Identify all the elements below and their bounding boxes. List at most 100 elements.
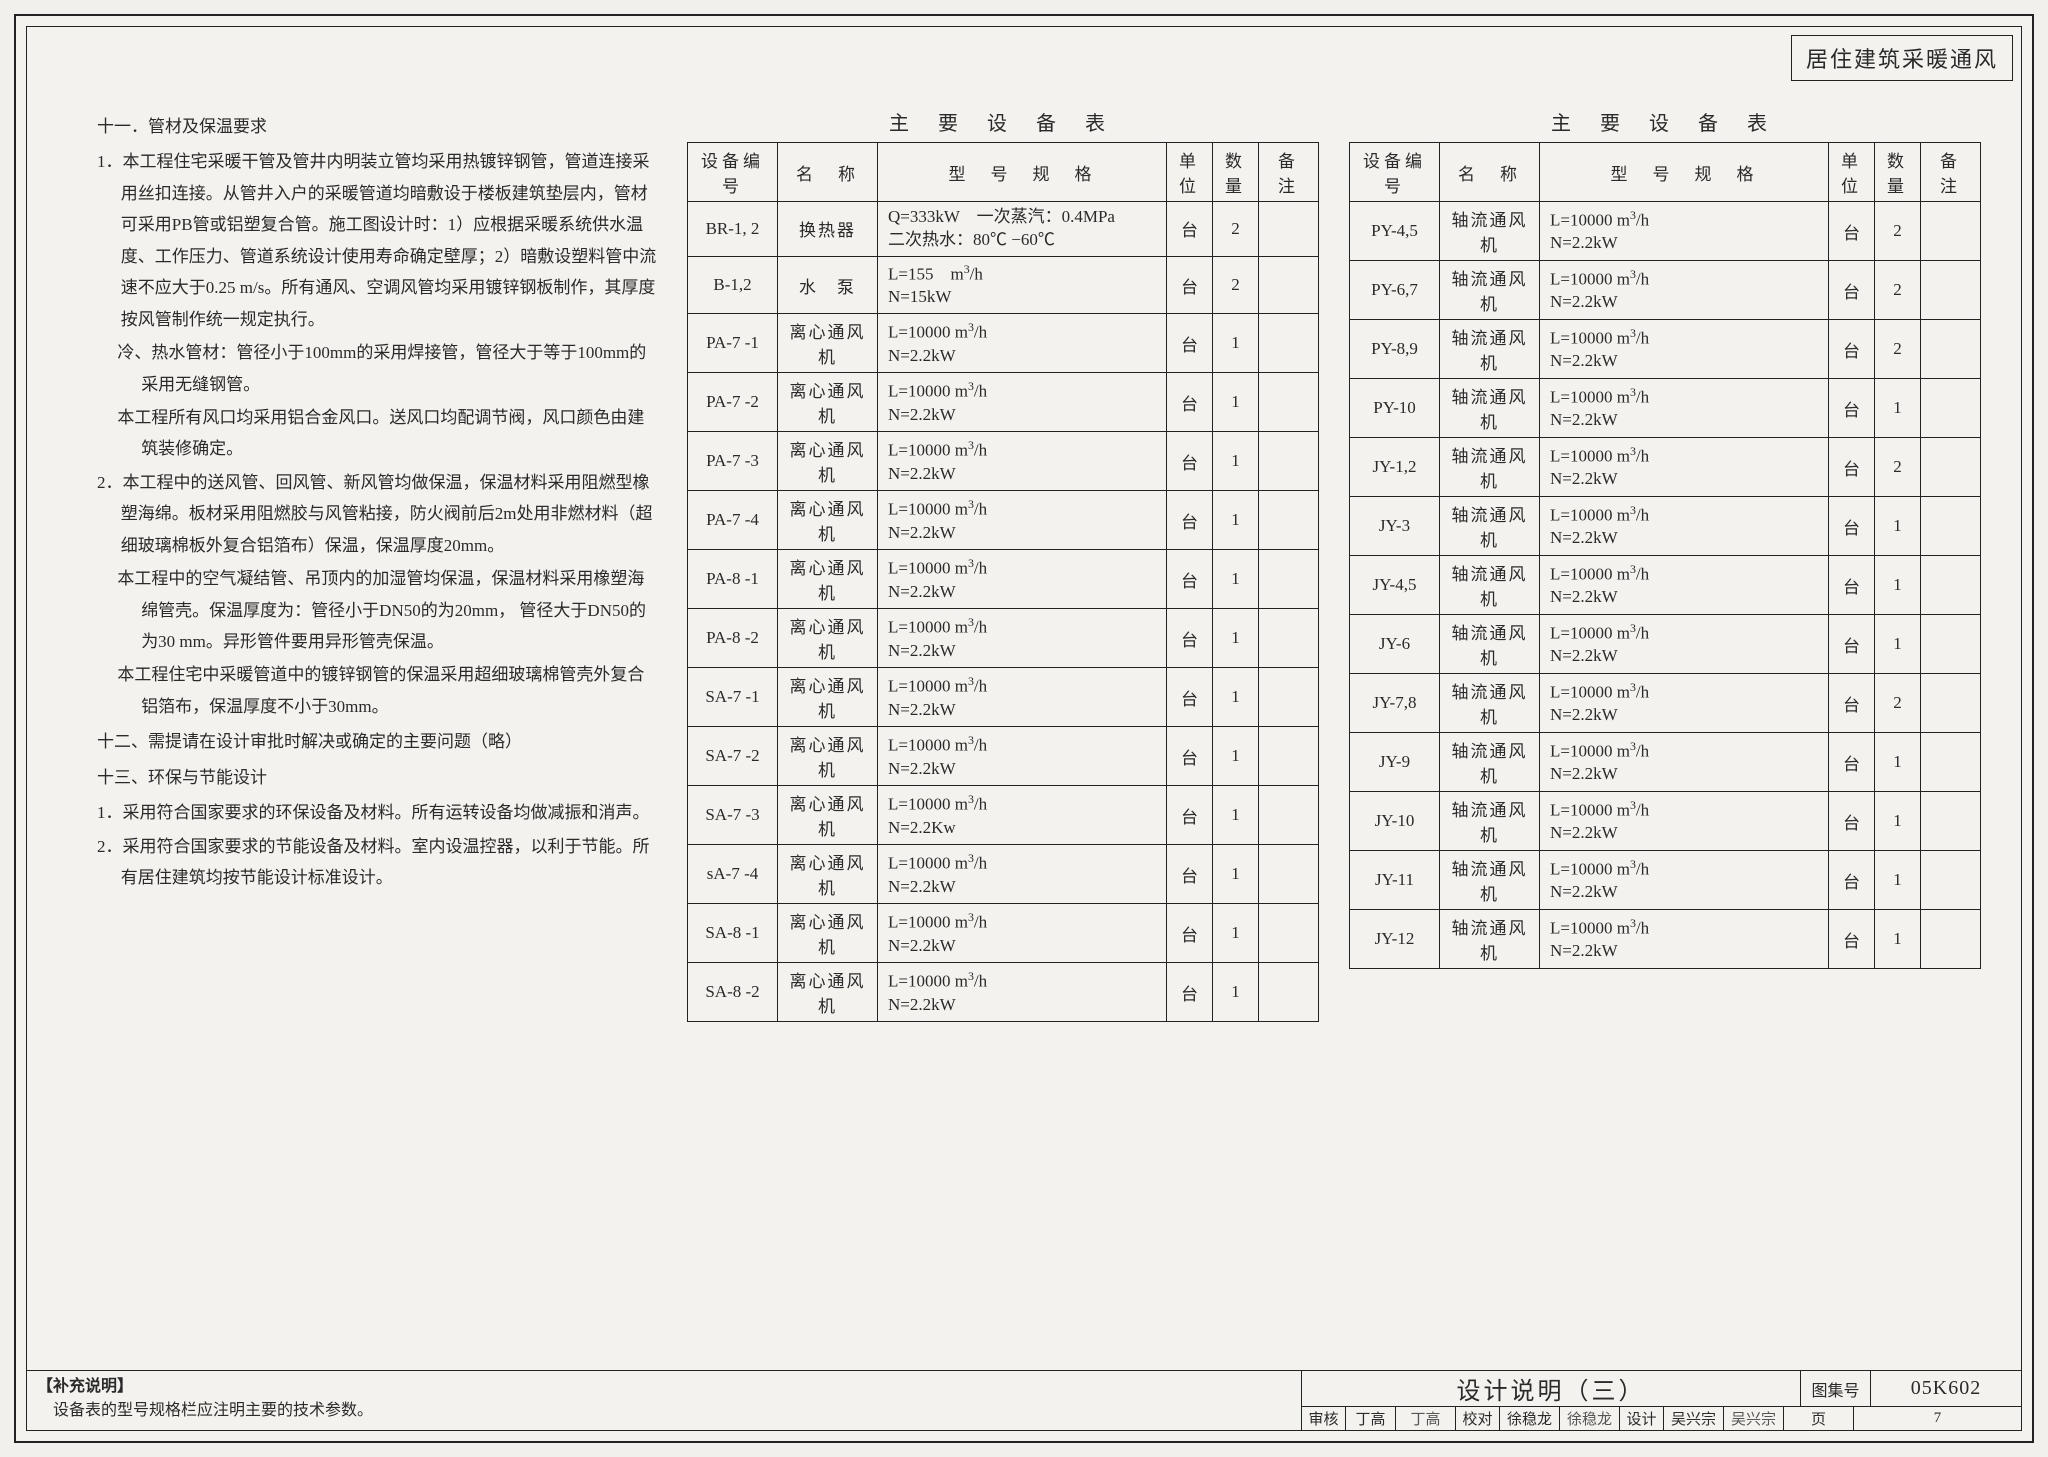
- cell-spec: L=10000 m3/hN=2.2kW: [878, 314, 1167, 373]
- equipment-table-1: 设备编号 名 称 型 号 规 格 单位 数量 备 注 BR-1, 2换热器Q=3…: [687, 142, 1319, 1022]
- cell-note: [1921, 379, 1981, 438]
- cell-spec: L=10000 m3/hN=2.2kW: [878, 668, 1167, 727]
- cell-note: [1921, 261, 1981, 320]
- cell-spec: L=10000 m3/hN=2.2kW: [1540, 674, 1829, 733]
- th-spec: 型 号 规 格: [1540, 143, 1829, 202]
- cell-name: 轴流通风机: [1440, 615, 1540, 674]
- design-signature: 吴兴宗: [1724, 1407, 1784, 1430]
- table-row: PY-4,5轴流通风机L=10000 m3/hN=2.2kW台2: [1350, 202, 1981, 261]
- table-row: SA-7 -3离心通风机L=10000 m3/hN=2.2Kw台1: [688, 786, 1319, 845]
- cell-qty: 2: [1213, 202, 1259, 257]
- cell-spec: L=155 m3/hN=15kW: [878, 256, 1167, 314]
- proof-name: 徐稳龙: [1500, 1407, 1560, 1430]
- cell-name: 离心通风机: [778, 668, 878, 727]
- cell-unit: 台: [1829, 615, 1875, 674]
- cell-code: JY-10: [1350, 792, 1440, 851]
- cell-code: JY-3: [1350, 497, 1440, 556]
- note-11-5: 本工程住宅中采暖管道中的镀锌钢管的保温采用超细玻璃棉管壳外复合铝箔布，保温厚度不…: [97, 659, 657, 722]
- cell-code: PA-8 -1: [688, 550, 778, 609]
- design-name: 吴兴宗: [1664, 1407, 1724, 1430]
- note-11-2b: 本工程所有风口均采用铝合金风口。送风口均配调节阀，风口颜色由建筑装修确定。: [97, 402, 657, 465]
- cell-code: JY-6: [1350, 615, 1440, 674]
- cell-code: PY-10: [1350, 379, 1440, 438]
- cell-qty: 1: [1875, 615, 1921, 674]
- table-2-title: 主 要 设 备 表: [1349, 107, 1981, 136]
- table-row: SA-8 -1离心通风机L=10000 m3/hN=2.2kW台1: [688, 904, 1319, 963]
- cell-spec: L=10000 m3/hN=2.2kW: [878, 491, 1167, 550]
- cell-note: [1921, 438, 1981, 497]
- cell-name: 轴流通风机: [1440, 379, 1540, 438]
- th-unit: 单位: [1829, 143, 1875, 202]
- cell-spec: L=10000 m3/hN=2.2kW: [1540, 497, 1829, 556]
- cell-note: [1259, 609, 1319, 668]
- cell-note: [1921, 497, 1981, 556]
- check-signature: 丁高: [1396, 1407, 1456, 1430]
- cell-unit: 台: [1829, 556, 1875, 615]
- th-code: 设备编号: [1350, 143, 1440, 202]
- table-row: PY-8,9轴流通风机L=10000 m3/hN=2.2kW台2: [1350, 320, 1981, 379]
- drawing-title: 设计说明（三）: [1302, 1371, 1801, 1406]
- cell-note: [1921, 792, 1981, 851]
- cell-qty: 1: [1875, 910, 1921, 969]
- cell-unit: 台: [1167, 550, 1213, 609]
- cell-name: 轴流通风机: [1440, 202, 1540, 261]
- cell-unit: 台: [1829, 497, 1875, 556]
- proof-signature: 徐稳龙: [1560, 1407, 1620, 1430]
- cell-qty: 1: [1875, 379, 1921, 438]
- table-row: BR-1, 2换热器Q=333kW 一次蒸汽：0.4MPa二次热水：80℃ −6…: [688, 202, 1319, 257]
- table-row: PA-7 -4离心通风机L=10000 m3/hN=2.2kW台1: [688, 491, 1319, 550]
- note-13-2: 2．采用符合国家要求的节能设备及材料。室内设温控器，以利于节能。所有居住建筑均按…: [97, 831, 657, 894]
- cell-spec: L=10000 m3/hN=2.2kW: [878, 963, 1167, 1022]
- cell-unit: 台: [1829, 792, 1875, 851]
- cell-name: 离心通风机: [778, 963, 878, 1022]
- cell-note: [1259, 786, 1319, 845]
- table-row: PA-7 -3离心通风机L=10000 m3/hN=2.2kW台1: [688, 432, 1319, 491]
- cell-note: [1921, 202, 1981, 261]
- cell-unit: 台: [1829, 438, 1875, 497]
- table-row: JY-12轴流通风机L=10000 m3/hN=2.2kW台1: [1350, 910, 1981, 969]
- cell-spec: L=10000 m3/hN=2.2kW: [1540, 261, 1829, 320]
- cell-qty: 1: [1213, 668, 1259, 727]
- cell-spec: L=10000 m3/hN=2.2kW: [1540, 320, 1829, 379]
- cell-name: 轴流通风机: [1440, 556, 1540, 615]
- cell-unit: 台: [1167, 491, 1213, 550]
- inner-frame: 居住建筑采暖通风 十一．管材及保温要求 1．本工程住宅采暖干管及管井内明装立管均…: [26, 26, 2022, 1431]
- table-row: PA-8 -1离心通风机L=10000 m3/hN=2.2kW台1: [688, 550, 1319, 609]
- cell-unit: 台: [1167, 668, 1213, 727]
- supplementary-note: 【补充说明】 设备表的型号规格栏应注明主要的技术参数。: [27, 1371, 1301, 1430]
- cell-name: 离心通风机: [778, 609, 878, 668]
- cell-unit: 台: [1829, 320, 1875, 379]
- cell-name: 离心通风机: [778, 727, 878, 786]
- cell-spec: L=10000 m3/hN=2.2kW: [1540, 615, 1829, 674]
- cell-code: SA-8 -2: [688, 963, 778, 1022]
- cell-code: PA-7 -3: [688, 432, 778, 491]
- note-11-1: 1．本工程住宅采暖干管及管井内明装立管均采用热镀锌钢管，管道连接采用丝扣连接。从…: [97, 146, 657, 335]
- cell-code: SA-7 -2: [688, 727, 778, 786]
- cell-code: PA-7 -1: [688, 314, 778, 373]
- proof-label: 校对: [1456, 1407, 1500, 1430]
- cell-code: SA-8 -1: [688, 904, 778, 963]
- cell-spec: L=10000 m3/hN=2.2kW: [878, 845, 1167, 904]
- cell-note: [1921, 615, 1981, 674]
- cell-name: 离心通风机: [778, 314, 878, 373]
- cell-unit: 台: [1167, 432, 1213, 491]
- footer: 【补充说明】 设备表的型号规格栏应注明主要的技术参数。 设计说明（三） 图集号 …: [27, 1370, 2021, 1430]
- cell-name: 离心通风机: [778, 491, 878, 550]
- set-number-value: 05K602: [1871, 1377, 2021, 1400]
- cell-code: PY-6,7: [1350, 261, 1440, 320]
- cell-qty: 1: [1875, 497, 1921, 556]
- cell-unit: 台: [1829, 202, 1875, 261]
- set-number-label: 图集号: [1801, 1371, 1871, 1406]
- content-area: 十一．管材及保温要求 1．本工程住宅采暖干管及管井内明装立管均采用热镀锌钢管，管…: [27, 87, 2021, 1370]
- header-category-label: 居住建筑采暖通风: [1791, 35, 2013, 81]
- th-name: 名 称: [1440, 143, 1540, 202]
- design-label: 设计: [1620, 1407, 1664, 1430]
- cell-spec: L=10000 m3/hN=2.2kW: [1540, 851, 1829, 910]
- cell-code: BR-1, 2: [688, 202, 778, 257]
- cell-unit: 台: [1167, 373, 1213, 432]
- cell-name: 离心通风机: [778, 432, 878, 491]
- cell-name: 离心通风机: [778, 550, 878, 609]
- cell-unit: 台: [1167, 786, 1213, 845]
- cell-name: 离心通风机: [778, 786, 878, 845]
- cell-qty: 1: [1213, 373, 1259, 432]
